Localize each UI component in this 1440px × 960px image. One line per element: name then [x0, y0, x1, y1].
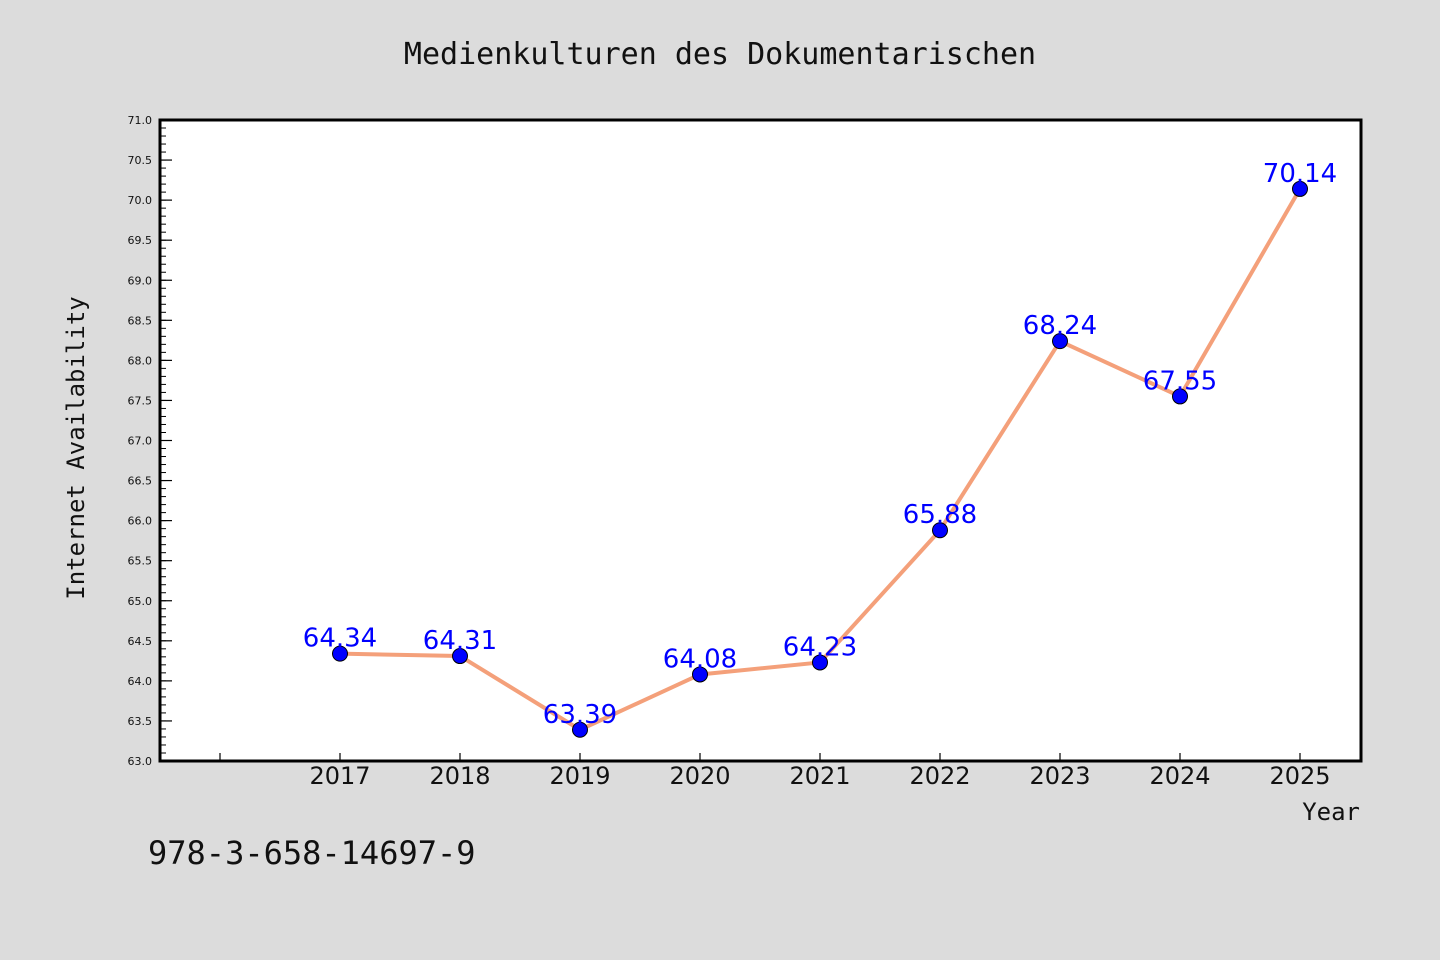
y-tick-label: 70.5 — [128, 154, 153, 167]
y-axis: 63.0 63.5 64.0 64.5 65.0 65.5 66.0 66.5 67.0 67.5… — [128, 114, 172, 768]
data-labels: 64.34 64.31 63.39 64.08 64.23 65.88 68.24 67.55… — [303, 159, 1337, 730]
data-point — [1052, 333, 1068, 350]
data-point — [692, 666, 708, 683]
data-label: 70.14 — [1263, 159, 1337, 189]
data-label: 67.55 — [1143, 366, 1217, 396]
chart-title: Medienkulturen des Dokumentarischen — [404, 37, 1036, 72]
data-point — [932, 522, 948, 539]
isbn-text: 978-3-658-14697-9 — [148, 834, 476, 872]
data-label: 64.31 — [423, 626, 497, 656]
x-axis: 2017 2018 2019 2020 2021 2022 2023 2024 2025 — [219, 753, 1331, 790]
data-label: 65.88 — [903, 500, 977, 530]
data-point — [572, 721, 588, 738]
x-tick-label: 2017 — [309, 762, 370, 790]
y-tick-label: 65.5 — [128, 555, 153, 568]
data-point — [332, 645, 348, 662]
y-tick-label: 65.0 — [128, 595, 153, 608]
data-label: 64.34 — [303, 624, 377, 654]
data-label: 64.08 — [663, 644, 737, 674]
y-tick-label: 69.0 — [128, 274, 153, 287]
y-tick-label: 67.0 — [128, 435, 153, 448]
x-tick-label: 2018 — [429, 762, 490, 790]
y-tick-label: 68.5 — [128, 314, 153, 327]
x-tick-label: 2023 — [1029, 762, 1090, 790]
data-point — [812, 654, 828, 671]
y-tick-label: 64.0 — [128, 675, 153, 688]
y-tick-label: 68.0 — [128, 354, 153, 367]
plot-area — [158, 118, 1363, 763]
y-tick-label: 66.5 — [128, 475, 153, 488]
x-tick-label: 2025 — [1269, 762, 1330, 790]
data-point — [452, 648, 468, 665]
data-label: 63.39 — [543, 700, 617, 730]
x-axis-label: Year — [1302, 798, 1360, 826]
series-markers — [332, 180, 1308, 738]
y-tick-label: 64.5 — [128, 635, 153, 648]
data-point — [1172, 388, 1188, 405]
y-tick-label: 67.5 — [128, 394, 153, 407]
x-tick-label: 2020 — [669, 762, 730, 790]
x-tick-label: 2022 — [909, 762, 970, 790]
y-tick-label: 69.5 — [128, 234, 153, 247]
x-tick-label: 2019 — [549, 762, 610, 790]
data-label: 64.23 — [783, 632, 857, 662]
y-tick-label: 66.0 — [128, 515, 153, 528]
x-tick-label: 2024 — [1149, 762, 1210, 790]
data-label: 68.24 — [1023, 311, 1097, 341]
y-tick-label: 63.5 — [128, 715, 153, 728]
y-tick-label: 71.0 — [128, 114, 153, 127]
y-tick-label: 70.0 — [128, 194, 153, 207]
y-axis-label: Internet Availability — [62, 296, 90, 599]
y-tick-label: 63.0 — [128, 755, 153, 768]
x-tick-label: 2021 — [789, 762, 850, 790]
data-point — [1292, 180, 1308, 197]
